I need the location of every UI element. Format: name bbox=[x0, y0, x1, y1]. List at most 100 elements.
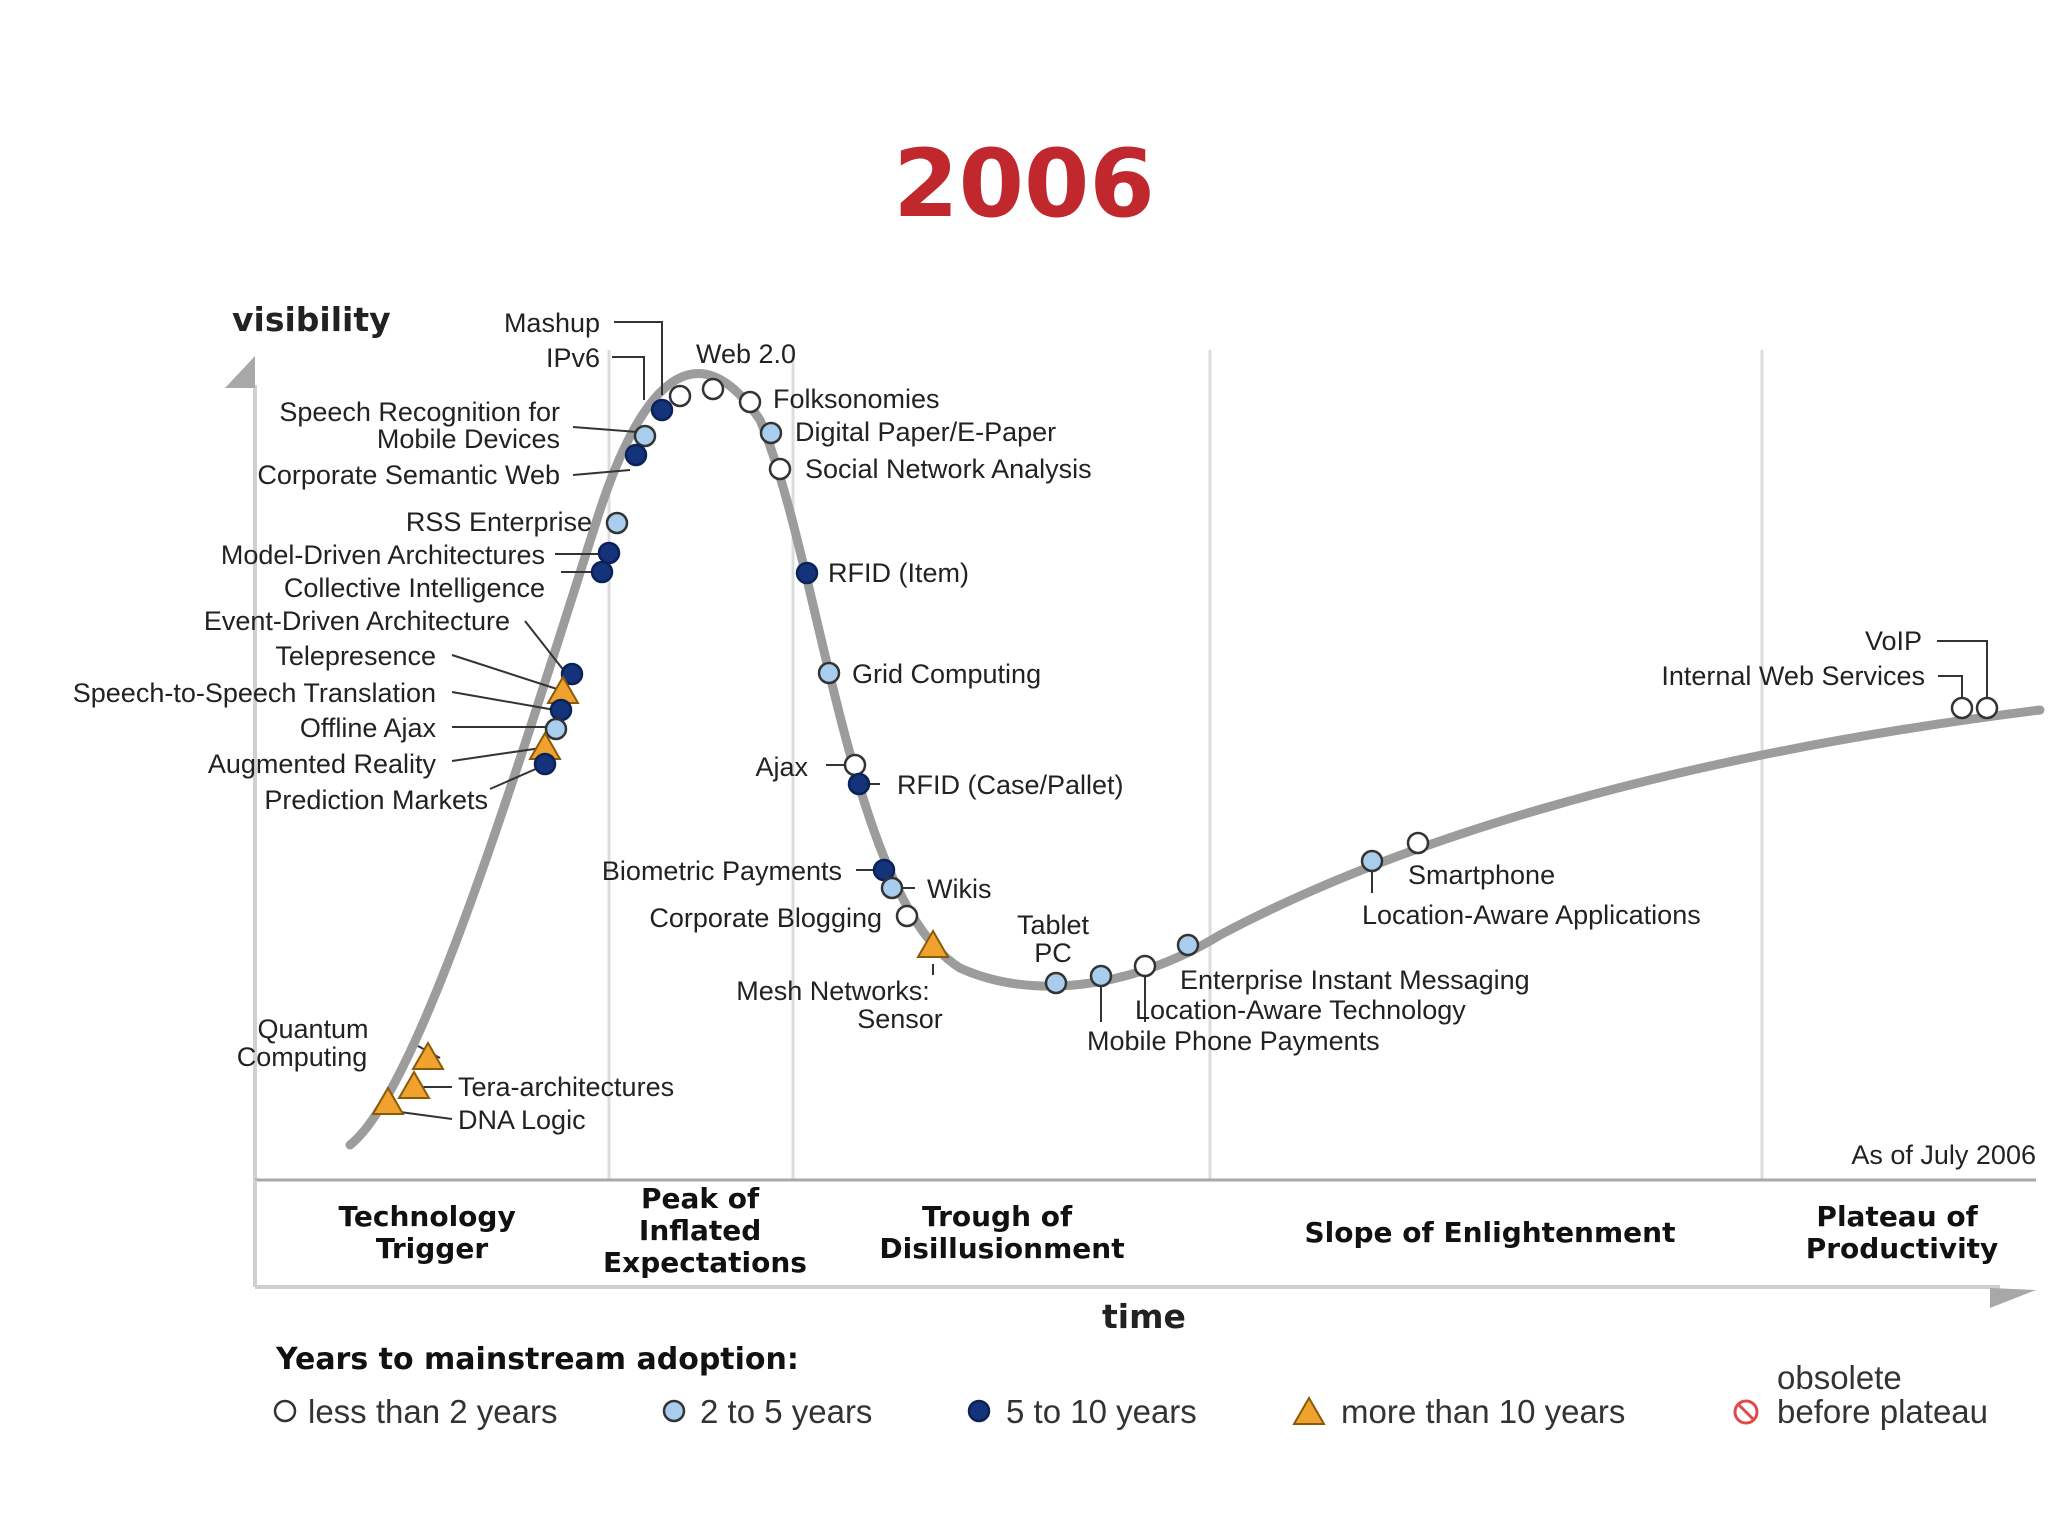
phase-slope-of-enlightenment: Slope of Enlightenment bbox=[1305, 1216, 1676, 1249]
label-mesh-networks-sensor: Mesh Networks: Sensor bbox=[736, 976, 943, 1034]
technology-labels: Mashup IPv6 Web 2.0 Folksonomies Speech … bbox=[73, 308, 1925, 1135]
marker-tera-architectures bbox=[397, 1069, 431, 1099]
marker-tablet-pc bbox=[1044, 971, 1068, 995]
marker-mesh-networks-sensor bbox=[916, 928, 950, 958]
label-mashup: Mashup bbox=[504, 308, 600, 338]
legend-title: Years to mainstream adoption: bbox=[275, 1342, 799, 1377]
label-rss-enterprise: RSS Enterprise bbox=[406, 507, 592, 537]
label-digital-paper: Digital Paper/E-Paper bbox=[795, 417, 1056, 447]
legend-symbol-gt10 bbox=[1292, 1395, 1326, 1425]
label-offline-ajax: Offline Ajax bbox=[300, 713, 437, 743]
legend-symbol-obsolete bbox=[1733, 1399, 1759, 1425]
marker-rfid-case-pallet bbox=[847, 772, 871, 796]
label-location-aware-applications: Location-Aware Applications bbox=[1362, 900, 1701, 930]
marker-mashup bbox=[650, 398, 674, 422]
label-dna-logic: DNA Logic bbox=[458, 1105, 586, 1135]
y-axis-arrow bbox=[225, 356, 255, 388]
marker-dna-logic bbox=[371, 1085, 405, 1115]
marker-smartphone bbox=[1406, 831, 1430, 855]
legend-label-obsolete-line2: before plateau bbox=[1777, 1393, 1988, 1430]
label-corporate-blogging: Corporate Blogging bbox=[649, 903, 882, 933]
label-tera-architectures: Tera-architectures bbox=[458, 1072, 674, 1102]
label-smartphone: Smartphone bbox=[1408, 860, 1555, 890]
marker-internal-web-services bbox=[1950, 696, 1974, 720]
label-wikis: Wikis bbox=[927, 874, 991, 904]
slide-title: 2006 bbox=[893, 130, 1155, 239]
legend-label-lt2: less than 2 years bbox=[308, 1393, 557, 1430]
legend: Years to mainstream adoption: less than … bbox=[273, 1342, 1988, 1430]
marker-enterprise-instant-messaging bbox=[1176, 933, 1200, 957]
leader-lines bbox=[399, 321, 1988, 1120]
label-prediction-markets: Prediction Markets bbox=[264, 785, 488, 815]
marker-web-2-0 bbox=[701, 377, 725, 401]
phase-plateau-of-productivity: Plateau of Productivity bbox=[1806, 1200, 1999, 1265]
marker-mobile-phone-payments bbox=[1089, 964, 1113, 988]
marker-model-driven-architectures bbox=[597, 541, 621, 565]
marker-biometric-payments bbox=[872, 858, 896, 882]
marker-rss-enterprise bbox=[605, 511, 629, 535]
label-web-2-0: Web 2.0 bbox=[696, 339, 796, 369]
label-rfid-item: RFID (Item) bbox=[828, 558, 969, 588]
label-social-network-analysis: Social Network Analysis bbox=[805, 454, 1092, 484]
label-tablet-pc: Tablet PC bbox=[1017, 910, 1090, 968]
marker-wikis bbox=[880, 876, 904, 900]
marker-offline-ajax bbox=[544, 717, 568, 741]
y-axis-label: visibility bbox=[232, 300, 391, 339]
phase-trough-of-disillusionment: Trough of Disillusionment bbox=[879, 1200, 1124, 1265]
marker-event-driven-architecture bbox=[560, 662, 584, 686]
x-axis-label: time bbox=[1102, 1297, 1186, 1336]
marker-speech-to-speech-translation bbox=[549, 698, 573, 722]
label-collective-intelligence: Collective Intelligence bbox=[284, 573, 545, 603]
legend-label-2to5: 2 to 5 years bbox=[700, 1393, 872, 1430]
marker-corporate-blogging bbox=[895, 904, 919, 928]
label-biometric-payments: Biometric Payments bbox=[602, 856, 842, 886]
legend-symbol-2to5 bbox=[662, 1399, 686, 1423]
label-quantum-computing: Quantum Computing bbox=[237, 1014, 369, 1072]
label-location-aware-technology: Location-Aware Technology bbox=[1135, 995, 1466, 1025]
hype-curve bbox=[345, 369, 2045, 1150]
marker-digital-paper-e-paper bbox=[759, 421, 783, 445]
label-enterprise-instant-messaging: Enterprise Instant Messaging bbox=[1180, 965, 1530, 995]
label-ipv6: IPv6 bbox=[546, 343, 600, 373]
legend-symbol-lt2 bbox=[273, 1399, 297, 1423]
marker-location-aware-technology bbox=[1133, 954, 1157, 978]
as-of-note: As of July 2006 bbox=[1851, 1140, 2036, 1170]
label-folksonomies: Folksonomies bbox=[773, 384, 940, 414]
marker-quantum-computing bbox=[411, 1040, 445, 1070]
label-grid-computing: Grid Computing bbox=[852, 659, 1041, 689]
marker-speech-recognition-for-mobile-devices bbox=[633, 424, 657, 448]
label-internal-web-services: Internal Web Services bbox=[1661, 661, 1925, 691]
legend-label-obsolete-line1: obsolete bbox=[1777, 1359, 1902, 1396]
legend-symbols bbox=[273, 1395, 1759, 1425]
label-event-driven-architecture: Event-Driven Architecture bbox=[204, 606, 510, 636]
marker-corporate-semantic-web bbox=[624, 443, 648, 467]
label-rfid-case-pallet: RFID (Case/Pallet) bbox=[897, 770, 1124, 800]
phase-peak-of-inflated-expectations: Peak of Inflated Expectations bbox=[603, 1182, 807, 1279]
x-axis-arrow bbox=[1990, 1288, 2036, 1308]
marker-location-aware-applications bbox=[1360, 849, 1384, 873]
label-speech-to-speech: Speech-to-Speech Translation bbox=[73, 678, 436, 708]
label-model-driven-architectures: Model-Driven Architectures bbox=[221, 540, 545, 570]
legend-label-5to10: 5 to 10 years bbox=[1006, 1393, 1197, 1430]
marker-voip bbox=[1975, 696, 1999, 720]
marker-ipv6 bbox=[668, 384, 692, 408]
marker-grid-computing bbox=[817, 661, 841, 685]
label-ajax: Ajax bbox=[755, 752, 808, 782]
marker-prediction-markets bbox=[533, 752, 557, 776]
label-voip: VoIP bbox=[1865, 626, 1922, 656]
legend-symbol-5to10 bbox=[967, 1399, 991, 1423]
legend-label-gt10: more than 10 years bbox=[1341, 1393, 1625, 1430]
marker-social-network-analysis bbox=[768, 457, 792, 481]
phase-technology-trigger: Technology Trigger bbox=[339, 1200, 526, 1265]
label-corporate-semantic-web: Corporate Semantic Web bbox=[257, 460, 560, 490]
phase-labels: Technology Trigger Peak of Inflated Expe… bbox=[339, 1182, 1999, 1279]
label-augmented-reality: Augmented Reality bbox=[208, 749, 437, 779]
label-mobile-phone-payments: Mobile Phone Payments bbox=[1087, 1026, 1380, 1056]
marker-rfid-item bbox=[795, 561, 819, 585]
technology-markers bbox=[371, 377, 1999, 1115]
label-speech-recognition: Speech Recognition for Mobile Devices bbox=[279, 397, 560, 454]
marker-collective-intelligence bbox=[590, 560, 614, 584]
marker-ajax bbox=[843, 753, 867, 777]
marker-folksonomies bbox=[738, 390, 762, 414]
